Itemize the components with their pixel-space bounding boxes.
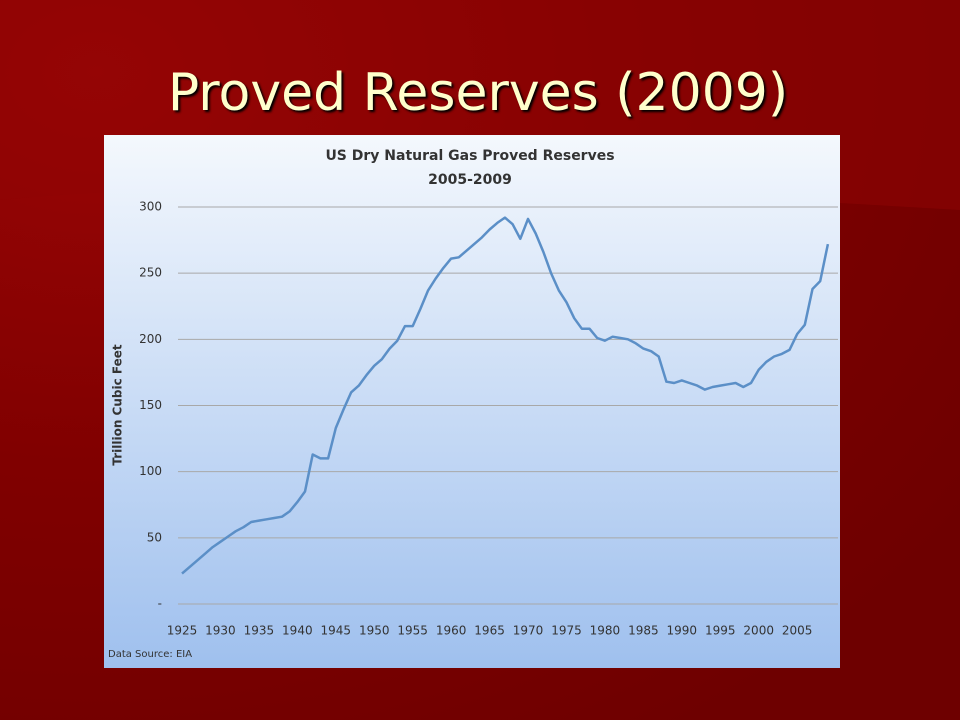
y-tick-label: 250 bbox=[139, 266, 162, 280]
y-tick-label: 300 bbox=[139, 200, 162, 214]
plot-area: - 50 100 150 200 250 300 1925 1930 1935 1940 1945 19… bbox=[139, 200, 838, 638]
x-tick-label: 1965 bbox=[474, 624, 505, 638]
x-tick-label: 1990 bbox=[667, 624, 698, 638]
slide-title: Proved Reserves (2009) bbox=[168, 63, 788, 123]
x-tick-label: 1975 bbox=[551, 624, 582, 638]
data-line bbox=[181, 216, 830, 575]
y-tick-label: 150 bbox=[139, 398, 162, 412]
y-axis-label: Trillion Cubic Feet bbox=[111, 344, 125, 466]
x-tick-label: 1925 bbox=[167, 624, 198, 638]
x-tick-label: 1985 bbox=[628, 624, 659, 638]
x-tick-label: 1995 bbox=[705, 624, 736, 638]
x-tick-label: 1970 bbox=[513, 624, 544, 638]
x-tick-label: 1950 bbox=[359, 624, 390, 638]
x-tick-label: 1945 bbox=[321, 624, 352, 638]
chart-panel bbox=[104, 135, 840, 668]
y-tick-label: 100 bbox=[139, 464, 162, 478]
source-note: Data Source: EIA bbox=[108, 649, 192, 660]
chart-subtitle: 2005-2009 bbox=[428, 172, 512, 188]
x-tick-label: 2000 bbox=[743, 624, 774, 638]
x-tick-label: 1980 bbox=[590, 624, 621, 638]
chart-title: US Dry Natural Gas Proved Reserves bbox=[325, 148, 614, 164]
y-tick-label: 200 bbox=[139, 332, 162, 346]
x-tick-label: 1935 bbox=[244, 624, 275, 638]
y-tick-label: 50 bbox=[147, 530, 162, 544]
x-tick-label: 1955 bbox=[397, 624, 428, 638]
x-tick-label: 1930 bbox=[205, 624, 236, 638]
x-tick-label: 1940 bbox=[282, 624, 313, 638]
x-tick-label: 1960 bbox=[436, 624, 467, 638]
y-tick-label: - bbox=[158, 597, 162, 611]
x-tick-label: 2005 bbox=[782, 624, 813, 638]
